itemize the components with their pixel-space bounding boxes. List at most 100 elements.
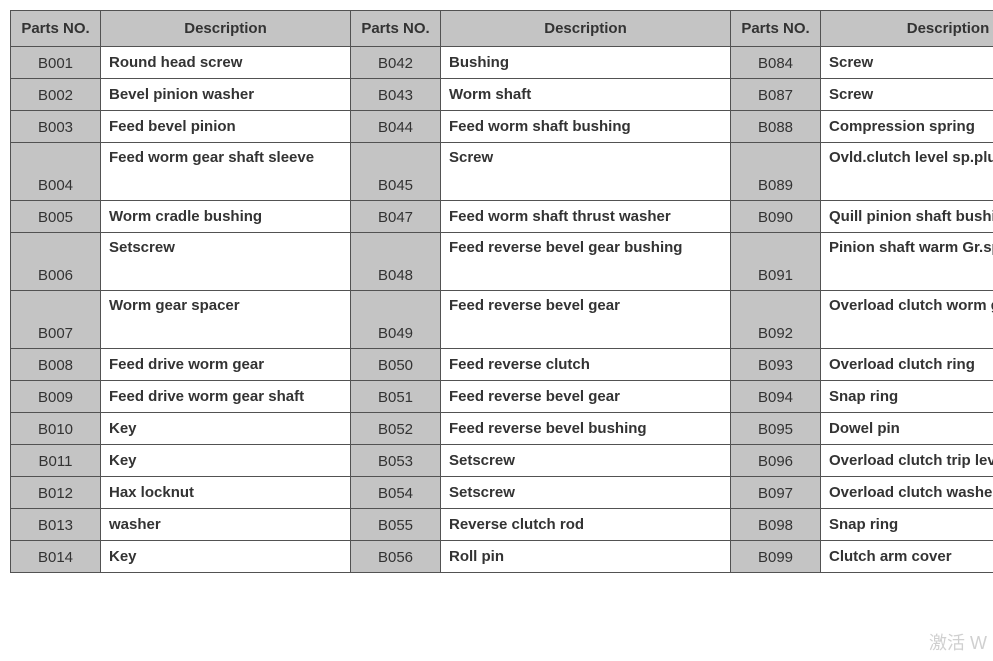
parts-no-cell: B095	[731, 413, 821, 445]
description-cell: Worm gear spacer	[101, 291, 351, 349]
description-cell: Overload clutch worm gear	[821, 291, 993, 349]
description-cell: Feed reverse bevel bushing	[441, 413, 731, 445]
description-cell: Key	[101, 413, 351, 445]
header-row: Parts NO. Description Parts NO. Descript…	[11, 11, 993, 47]
description-cell: Overload clutch ring	[821, 349, 993, 381]
description-cell: Setscrew	[441, 477, 731, 509]
parts-no-cell: B007	[11, 291, 101, 349]
description-cell: Pinion shaft warm Gr.spacer	[821, 233, 993, 291]
parts-no-cell: B051	[351, 381, 441, 413]
table-row: B005Worm cradle bushingB047Feed worm sha…	[11, 201, 993, 233]
description-cell: Round head screw	[101, 47, 351, 79]
description-cell: Overload clutch trip level	[821, 445, 993, 477]
description-cell: Screw	[821, 47, 993, 79]
parts-table: Parts NO. Description Parts NO. Descript…	[10, 10, 993, 573]
table-row: B012Hax locknutB054SetscrewB097Overload …	[11, 477, 993, 509]
parts-no-cell: B044	[351, 111, 441, 143]
parts-no-cell: B054	[351, 477, 441, 509]
description-cell: Clutch arm cover	[821, 541, 993, 573]
description-cell: Feed drive worm gear shaft	[101, 381, 351, 413]
table-row: B014KeyB056Roll pinB099Clutch arm cover	[11, 541, 993, 573]
description-cell: Dowel pin	[821, 413, 993, 445]
parts-no-cell: B005	[11, 201, 101, 233]
parts-no-cell: B008	[11, 349, 101, 381]
parts-no-cell: B002	[11, 79, 101, 111]
parts-no-cell: B055	[351, 509, 441, 541]
header-description-2: Description	[441, 11, 731, 47]
parts-no-cell: B053	[351, 445, 441, 477]
description-cell: Worm shaft	[441, 79, 731, 111]
description-cell: Feed reverse bevel gear	[441, 381, 731, 413]
parts-no-cell: B050	[351, 349, 441, 381]
table-row: B007Worm gear spacerB049Feed reverse bev…	[11, 291, 993, 349]
parts-no-cell: B094	[731, 381, 821, 413]
table-row: B003Feed bevel pinionB044Feed worm shaft…	[11, 111, 993, 143]
table-row: B002Bevel pinion washerB043Worm shaftB08…	[11, 79, 993, 111]
parts-no-cell: B009	[11, 381, 101, 413]
description-cell: Feed bevel pinion	[101, 111, 351, 143]
parts-no-cell: B013	[11, 509, 101, 541]
parts-no-cell: B093	[731, 349, 821, 381]
description-cell: Quill pinion shaft bushing	[821, 201, 993, 233]
parts-no-cell: B090	[731, 201, 821, 233]
description-cell: Feed worm gear shaft sleeve	[101, 143, 351, 201]
description-cell: Reverse clutch rod	[441, 509, 731, 541]
description-cell: washer	[101, 509, 351, 541]
table-row: B011KeyB053SetscrewB096Overload clutch t…	[11, 445, 993, 477]
parts-no-cell: B092	[731, 291, 821, 349]
parts-no-cell: B014	[11, 541, 101, 573]
parts-no-cell: B043	[351, 79, 441, 111]
parts-no-cell: B047	[351, 201, 441, 233]
description-cell: Screw	[441, 143, 731, 201]
table-row: B009Feed drive worm gear shaftB051Feed r…	[11, 381, 993, 413]
description-cell: Key	[101, 445, 351, 477]
parts-no-cell: B045	[351, 143, 441, 201]
parts-no-cell: B010	[11, 413, 101, 445]
parts-no-cell: B012	[11, 477, 101, 509]
table-row: B001Round head screwB042BushingB084Screw	[11, 47, 993, 79]
table-row: B010KeyB052Feed reverse bevel bushingB09…	[11, 413, 993, 445]
parts-no-cell: B084	[731, 47, 821, 79]
parts-no-cell: B049	[351, 291, 441, 349]
description-cell: Setscrew	[441, 445, 731, 477]
description-cell: Screw	[821, 79, 993, 111]
parts-no-cell: B096	[731, 445, 821, 477]
parts-no-cell: B011	[11, 445, 101, 477]
watermark-text: 激活 W	[929, 629, 987, 655]
table-row: B006SetscrewB048Feed reverse bevel gear …	[11, 233, 993, 291]
parts-no-cell: B001	[11, 47, 101, 79]
description-cell: Bevel pinion washer	[101, 79, 351, 111]
description-cell: Feed reverse clutch	[441, 349, 731, 381]
parts-no-cell: B052	[351, 413, 441, 445]
description-cell: Key	[101, 541, 351, 573]
description-cell: Feed reverse bevel gear bushing	[441, 233, 731, 291]
table-row: B004Feed worm gear shaft sleeveB045Screw…	[11, 143, 993, 201]
parts-no-cell: B003	[11, 111, 101, 143]
description-cell: Roll pin	[441, 541, 731, 573]
header-description-3: Description	[821, 11, 993, 47]
description-cell: Feed drive worm gear	[101, 349, 351, 381]
parts-no-cell: B099	[731, 541, 821, 573]
header-parts-no-1: Parts NO.	[11, 11, 101, 47]
parts-no-cell: B056	[351, 541, 441, 573]
parts-no-cell: B088	[731, 111, 821, 143]
header-description-1: Description	[101, 11, 351, 47]
description-cell: Overload clutch washer	[821, 477, 993, 509]
parts-no-cell: B089	[731, 143, 821, 201]
table-row: B008Feed drive worm gearB050Feed reverse…	[11, 349, 993, 381]
parts-no-cell: B004	[11, 143, 101, 201]
description-cell: Ovld.clutch level sp.plunger	[821, 143, 993, 201]
description-cell: Feed reverse bevel gear	[441, 291, 731, 349]
header-parts-no-2: Parts NO.	[351, 11, 441, 47]
parts-no-cell: B048	[351, 233, 441, 291]
description-cell: Feed worm shaft bushing	[441, 111, 731, 143]
description-cell: Bushing	[441, 47, 731, 79]
table-row: B013washerB055Reverse clutch rodB098Snap…	[11, 509, 993, 541]
parts-no-cell: B098	[731, 509, 821, 541]
description-cell: Hax locknut	[101, 477, 351, 509]
description-cell: Snap ring	[821, 381, 993, 413]
description-cell: Setscrew	[101, 233, 351, 291]
parts-no-cell: B087	[731, 79, 821, 111]
parts-no-cell: B097	[731, 477, 821, 509]
parts-no-cell: B042	[351, 47, 441, 79]
